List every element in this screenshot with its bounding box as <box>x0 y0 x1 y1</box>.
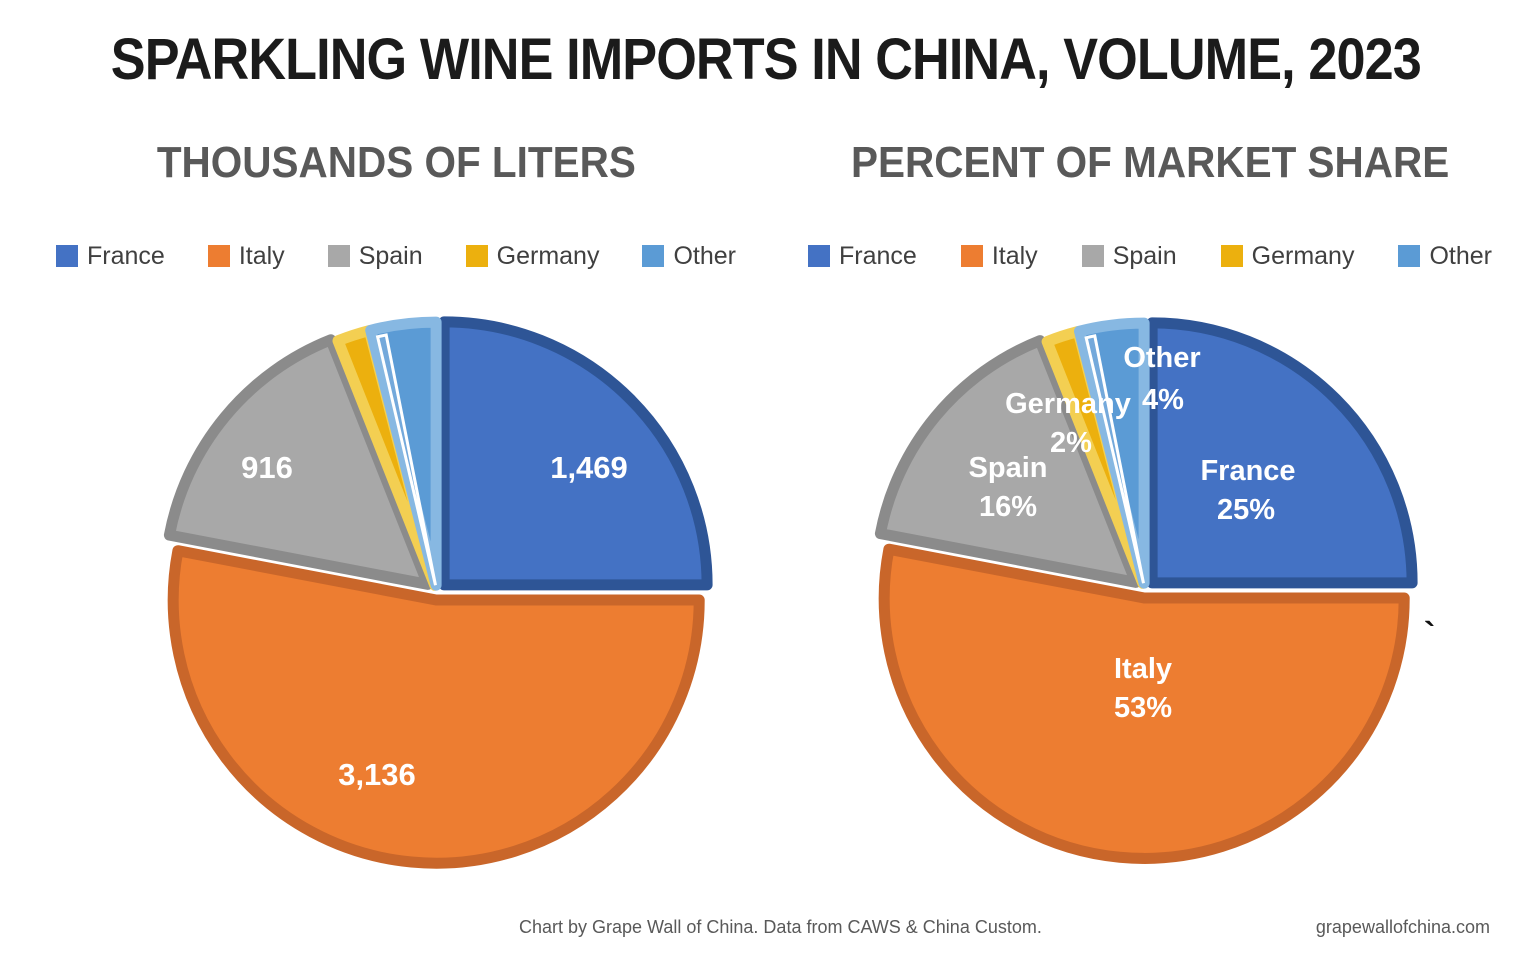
pie2-data-label-1: 25% <box>1217 494 1275 526</box>
pie2-data-label-5: 16% <box>979 491 1037 523</box>
pie2-data-label-3: 53% <box>1114 692 1172 724</box>
right-legend: France Italy Spain Germany Other <box>800 241 1500 271</box>
legend-item-germany: Germany <box>1220 241 1355 271</box>
left-chart-title: THOUSANDS OF LITERS <box>40 138 752 190</box>
legend-swatch-other-icon <box>642 245 665 267</box>
legend-swatch-italy-icon <box>960 245 983 267</box>
legend-swatch-germany-icon <box>465 245 488 267</box>
legend-label-spain: Spain <box>1112 241 1177 270</box>
legend-item-italy: Italy <box>207 241 285 271</box>
legend-swatch-italy-icon <box>207 245 230 267</box>
pie1-other-highlight-sliver <box>375 333 437 586</box>
pie2-other-highlight-sliver <box>1084 334 1145 584</box>
pie1-data-label-2: 916 <box>241 450 293 485</box>
legend-item-other: Other <box>642 242 736 271</box>
legend-item-germany: Germany <box>465 241 600 271</box>
legend-label-spain: Spain <box>358 241 423 270</box>
legend-label-germany: Germany <box>1251 241 1355 270</box>
pie2-data-label-9: 4% <box>1142 384 1184 416</box>
legend-label-france: France <box>839 241 917 270</box>
legend-item-spain: Spain <box>327 241 423 271</box>
legend-swatch-france-icon <box>56 245 79 267</box>
legend-label-other: Other <box>1429 241 1492 270</box>
pie2-data-label-0: France <box>1200 455 1295 487</box>
legend-swatch-spain-icon <box>327 245 350 267</box>
stray-backtick-mark: ` <box>1424 616 1436 654</box>
page-title: SPARKLING WINE IMPORTS IN CHINA, VOLUME,… <box>0 26 1531 93</box>
legend-label-france: France <box>87 241 165 270</box>
footer-site-url: grapewallofchina.com <box>1315 917 1490 937</box>
legend-label-italy: Italy <box>991 241 1038 270</box>
right-chart-title-text: PERCENT OF MARKET SHARE <box>850 138 1450 187</box>
pie2-data-label-2: Italy <box>1114 653 1172 685</box>
pie2-data-label-6: Germany <box>1005 388 1131 420</box>
footer-credit: Chart by Grape Wall of China. Data from … <box>519 917 1042 937</box>
legend-item-france: France <box>808 242 917 271</box>
pie2-data-label-4: Spain <box>969 452 1048 484</box>
pie1-data-label-0: 1,469 <box>550 450 628 485</box>
pie1-data-label-1: 3,136 <box>338 757 416 792</box>
legend-item-other: Other <box>1398 242 1492 271</box>
pie1-slice-france <box>438 316 713 591</box>
legend-item-spain: Spain <box>1081 241 1177 271</box>
left-chart-title-text: THOUSANDS OF LITERS <box>156 138 636 187</box>
legend-swatch-spain-icon <box>1081 245 1104 267</box>
legend-label-other: Other <box>673 241 736 270</box>
legend-swatch-germany-icon <box>1220 245 1243 267</box>
left-legend: France Italy Spain Germany Other <box>40 241 752 271</box>
pie1-slice-italy <box>167 545 705 869</box>
pie2-data-label-8: Other <box>1123 342 1200 374</box>
pie1-slice-spain <box>163 334 434 590</box>
legend-swatch-other-icon <box>1398 245 1421 267</box>
pie2-slice-spain <box>874 335 1142 588</box>
page-title-text: SPARKLING WINE IMPORTS IN CHINA, VOLUME,… <box>110 27 1421 92</box>
right-chart-title: PERCENT OF MARKET SHARE <box>800 138 1500 190</box>
legend-label-italy: Italy <box>238 241 285 270</box>
pie2-data-label-7: 2% <box>1050 427 1092 459</box>
legend-label-germany: Germany <box>496 241 600 270</box>
legend-swatch-france-icon <box>808 245 831 267</box>
legend-item-italy: Italy <box>960 241 1038 271</box>
legend-item-france: France <box>56 242 165 271</box>
pie2-slice-italy <box>878 543 1410 864</box>
pie2-slice-france <box>1146 317 1418 589</box>
